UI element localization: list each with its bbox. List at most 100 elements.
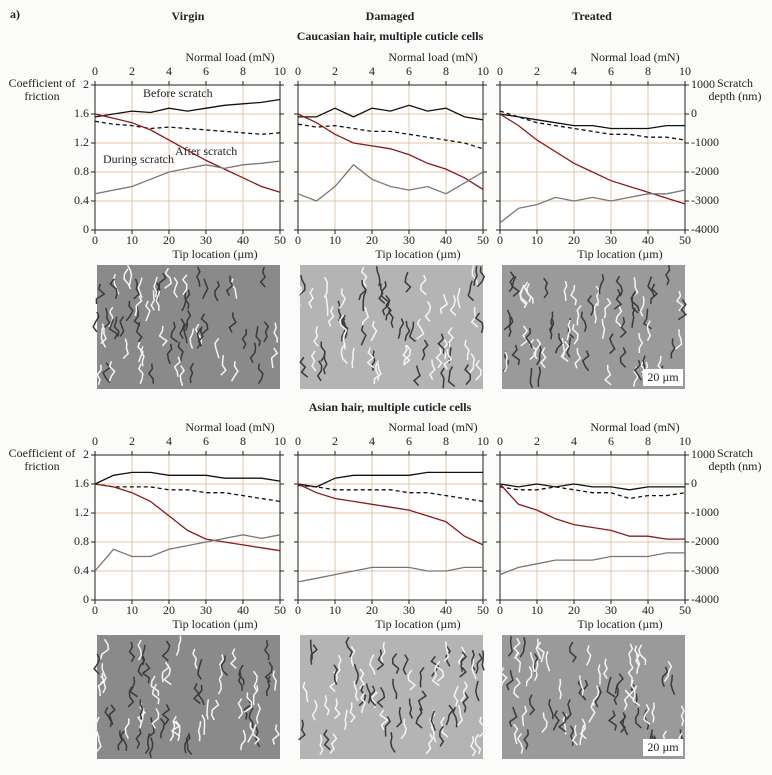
micrograph-texture <box>259 266 266 288</box>
micrograph-texture <box>362 290 367 312</box>
x-tick-label: 0 <box>497 233 503 247</box>
column-title: Treated <box>572 9 612 23</box>
micrograph-texture <box>471 264 479 286</box>
micrograph-texture <box>633 359 642 381</box>
x-tick-label: 20 <box>568 603 580 617</box>
micrograph-texture <box>310 644 318 665</box>
micrograph-texture <box>240 729 246 751</box>
micrograph-texture <box>376 687 386 708</box>
x2-tick-label: 6 <box>608 64 614 78</box>
micrograph-texture <box>513 637 521 659</box>
micrograph-texture <box>464 364 471 386</box>
micrograph-texture <box>535 344 542 366</box>
micrograph-texture <box>255 326 261 347</box>
x-tick-label: 50 <box>477 233 489 247</box>
micrograph-texture <box>619 317 627 338</box>
micrograph-texture <box>350 645 356 667</box>
micrograph-texture <box>403 344 412 366</box>
micrograph-texture <box>603 364 612 386</box>
x2-tick-label: 0 <box>92 64 98 78</box>
x2-tick-label: 6 <box>203 434 209 448</box>
micrograph-texture <box>519 637 526 658</box>
x2-tick-label: 2 <box>534 64 540 78</box>
x-tick-label: 10 <box>329 233 341 247</box>
series-annotation: Before scratch <box>143 86 213 100</box>
plot-area <box>298 455 483 600</box>
micrograph-texture <box>536 641 545 663</box>
micrograph-texture <box>379 709 389 731</box>
micrograph-texture <box>513 677 521 699</box>
plot-frame <box>297 454 484 601</box>
y-tick-label: 1.6 <box>74 106 89 120</box>
micrograph-texture <box>603 297 612 319</box>
micrograph-texture <box>601 318 606 340</box>
x2-tick-label: 6 <box>406 434 412 448</box>
micrograph-texture <box>177 341 184 362</box>
micrograph-texture <box>102 362 111 384</box>
micrograph-texture <box>533 660 539 682</box>
micrograph-texture <box>595 285 601 306</box>
micrograph-texture <box>474 733 482 755</box>
x2-tick-label: 6 <box>203 64 209 78</box>
micrograph-texture <box>201 714 206 735</box>
micrograph-texture <box>298 719 306 741</box>
micrograph-texture <box>439 725 445 747</box>
x-tick-label: 10 <box>531 233 543 247</box>
plot-frame <box>499 84 686 231</box>
y2-tick-label: -1000 <box>691 135 719 149</box>
micrograph-texture <box>189 362 195 384</box>
micrograph-texture <box>272 724 281 745</box>
micrograph-texture <box>217 673 223 695</box>
micrograph-texture <box>161 640 171 662</box>
x-tick-label: 20 <box>568 233 580 247</box>
data-line <box>297 483 484 546</box>
micrograph-texture <box>440 367 445 389</box>
y2-tick-label: -1000 <box>691 505 719 519</box>
micrograph-texture <box>214 337 220 359</box>
micrograph-texture <box>594 686 602 708</box>
micrograph-texture <box>137 639 143 661</box>
micrograph-texture <box>396 706 403 728</box>
micrograph-texture <box>408 698 414 719</box>
micrograph-texture <box>340 343 348 365</box>
micrograph <box>300 265 483 389</box>
micrograph-texture <box>101 672 107 694</box>
micrograph-texture <box>385 299 392 321</box>
micrograph-texture <box>613 288 623 310</box>
micrograph-texture <box>576 304 582 326</box>
micrograph-texture <box>606 676 616 698</box>
micrograph-texture <box>257 363 264 384</box>
micrograph-texture <box>523 729 530 750</box>
data-line <box>499 483 685 540</box>
micrograph-texture <box>633 645 640 666</box>
micrograph-texture <box>675 290 685 312</box>
y2-tick-label: 0 <box>691 476 697 490</box>
micrograph-texture <box>109 278 118 300</box>
micrograph-texture <box>122 338 130 360</box>
micrograph-texture <box>210 699 220 721</box>
micrograph-texture <box>137 277 143 298</box>
micrograph-texture <box>475 653 483 674</box>
micrograph-texture <box>529 367 534 389</box>
micrograph-texture <box>598 274 605 295</box>
x2-tick-label: 10 <box>274 64 286 78</box>
micrograph-texture <box>425 733 434 755</box>
micrograph-texture <box>661 666 669 688</box>
micrograph-texture <box>434 660 445 682</box>
x-axis-label: Tip location (µm) <box>375 247 460 261</box>
micrograph-texture <box>202 278 209 300</box>
micrograph-texture <box>248 707 254 728</box>
x2-tick-label: 8 <box>645 64 651 78</box>
micrograph-texture <box>358 685 367 707</box>
micrograph-texture <box>467 280 475 302</box>
micrograph-texture <box>124 718 130 739</box>
y2-tick-label: -2000 <box>691 164 719 178</box>
micrograph-texture <box>185 734 193 755</box>
micrograph-texture <box>417 690 427 712</box>
micrograph-texture <box>631 277 639 298</box>
figure-label: a) <box>10 7 20 21</box>
x-tick-label: 0 <box>295 233 301 247</box>
micrograph-texture <box>391 653 400 674</box>
micrograph-texture <box>548 319 555 340</box>
micrograph-texture <box>200 313 209 335</box>
